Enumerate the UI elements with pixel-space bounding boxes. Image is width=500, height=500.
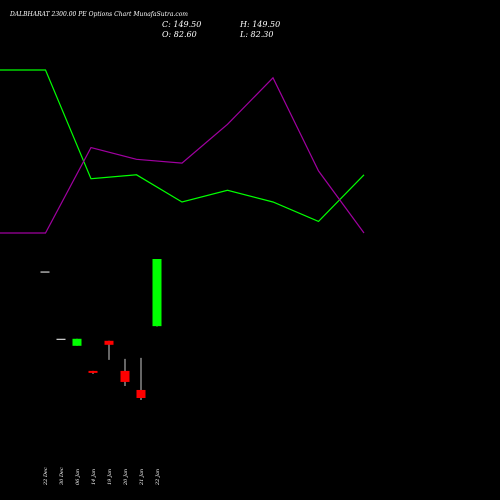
candle-body bbox=[72, 338, 82, 346]
candle-body bbox=[136, 389, 146, 398]
close-value: C: 149.50 bbox=[162, 20, 201, 29]
x-tick-label: 22 Dec bbox=[43, 467, 49, 486]
candle-body bbox=[120, 370, 130, 382]
indicator-lines bbox=[0, 69, 365, 234]
candle-body bbox=[104, 340, 114, 345]
high-value: H: 149.50 bbox=[239, 20, 280, 29]
chart-title: DALBHARAT 2300.00 PE Options Chart Munaf… bbox=[9, 11, 188, 18]
series-line-2 bbox=[0, 76, 365, 234]
candle-body bbox=[56, 338, 66, 340]
x-axis-ticks: 22 Dec 30 Dec 06 Jan 14 Jan 19 Jan 20 Jan 21 J… bbox=[43, 467, 161, 486]
x-tick-label: 19 Jan bbox=[107, 469, 113, 485]
candle-body bbox=[88, 370, 98, 373]
candlesticks bbox=[40, 259, 162, 400]
candle-body bbox=[152, 259, 162, 327]
low-value: L: 82.30 bbox=[239, 30, 273, 39]
series-line-1 bbox=[0, 69, 365, 223]
x-tick-label: 22 Jan bbox=[155, 469, 161, 486]
open-value: O: 82.60 bbox=[162, 30, 197, 39]
x-tick-label: 30 Dec bbox=[59, 467, 65, 485]
candle-body bbox=[40, 271, 50, 273]
x-tick-label: 06 Jan bbox=[75, 469, 81, 485]
x-tick-label: 20 Jan bbox=[123, 469, 129, 486]
x-tick-label: 14 Jan bbox=[91, 469, 97, 485]
x-tick-label: 21 Jan bbox=[139, 469, 145, 486]
